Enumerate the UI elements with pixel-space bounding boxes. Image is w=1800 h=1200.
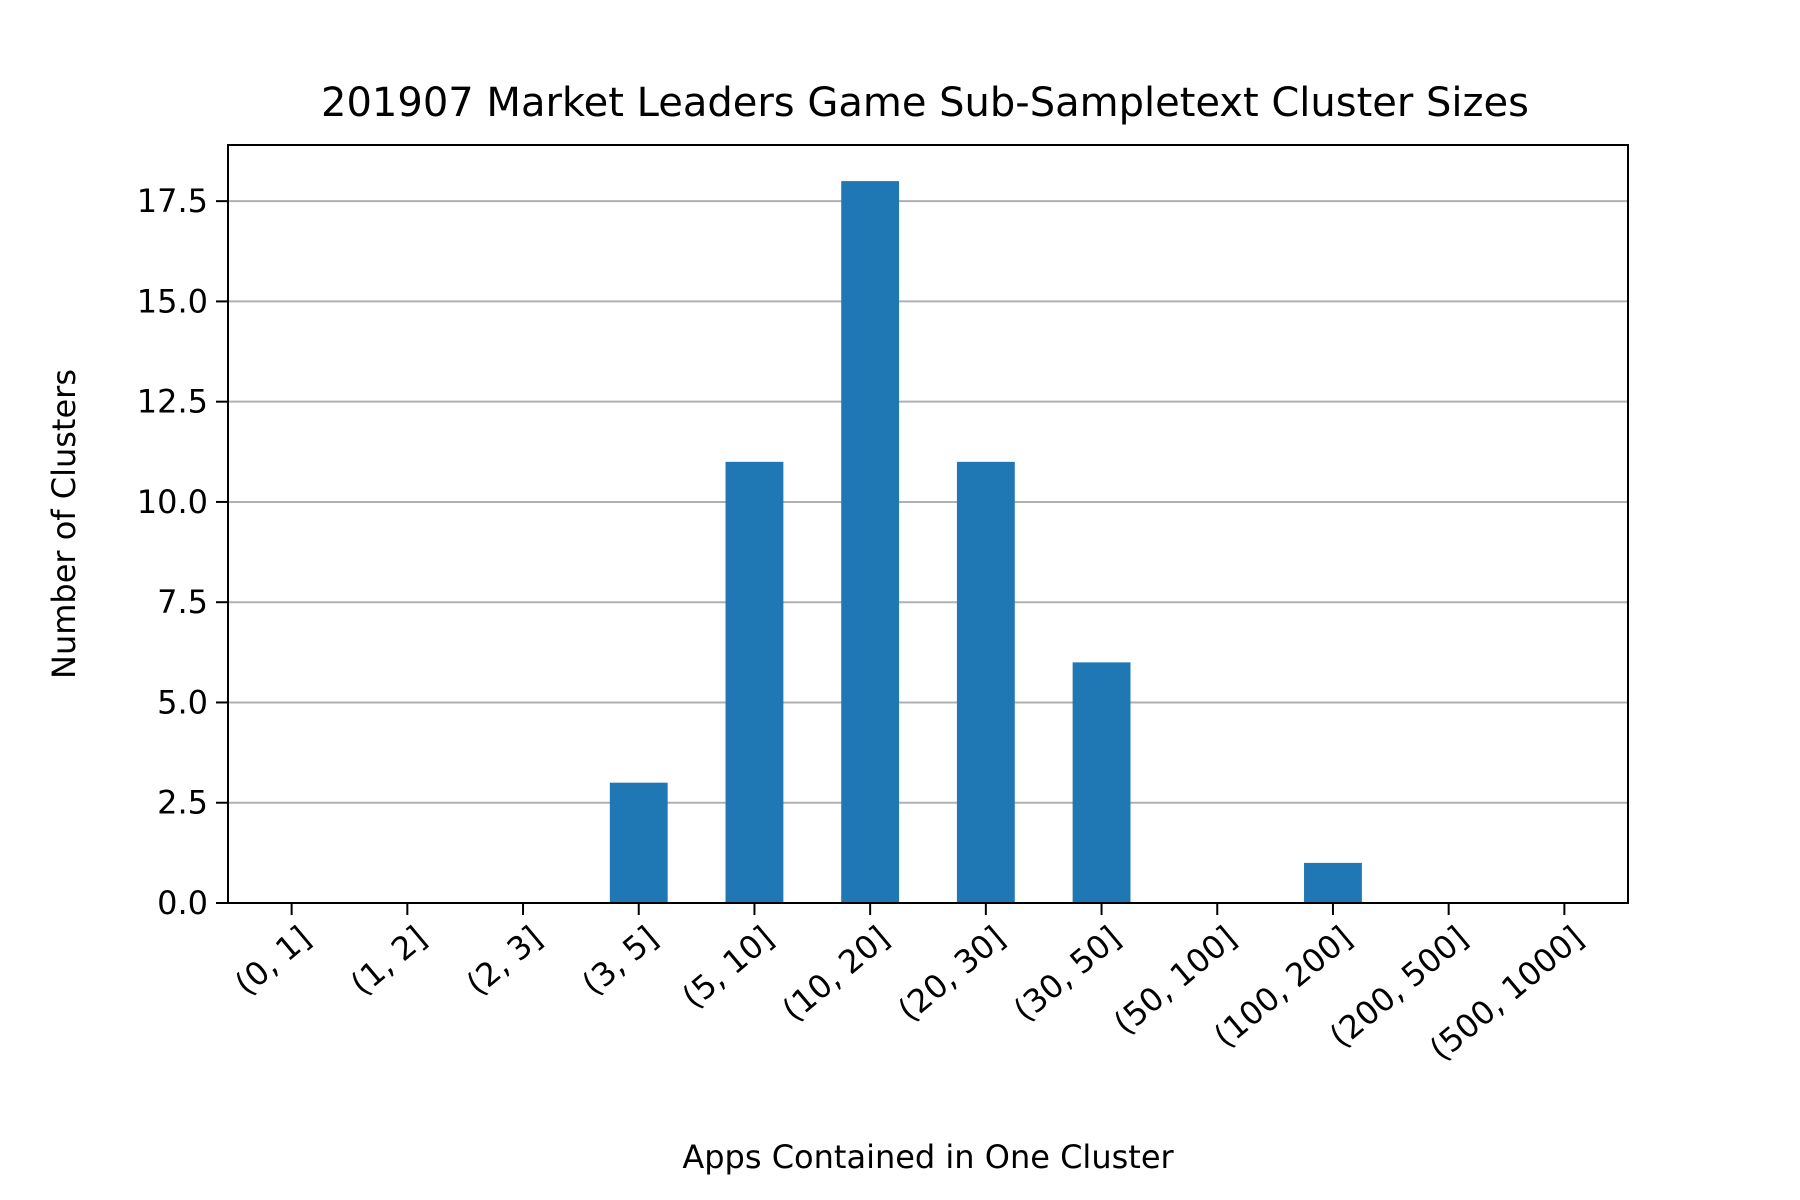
y-tick-label: 10.0 xyxy=(137,483,208,521)
plot-frame xyxy=(227,144,1629,904)
y-tick-label: 5.0 xyxy=(157,683,208,721)
grid-lines xyxy=(228,200,1628,904)
bar xyxy=(841,181,900,904)
x-tick-label: (10, 20] xyxy=(775,918,897,1029)
y-tick-label: 7.5 xyxy=(157,583,208,621)
x-tick-label: (5, 10] xyxy=(675,918,781,1015)
chart-title: 201907 Market Leaders Game Sub-Sampletex… xyxy=(321,80,1529,126)
x-tick-label: (0, 1] xyxy=(228,918,318,1002)
y-axis-ticks: 0.0 2.5 5.0 7.5 10.0 12.5 15.0 17.5 xyxy=(137,182,228,922)
bar xyxy=(956,461,1015,903)
y-axis-label: Number of Clusters xyxy=(45,369,83,679)
bar xyxy=(1072,662,1131,903)
x-tick-label: (20, 30] xyxy=(891,918,1013,1029)
y-tick-label: 2.5 xyxy=(157,784,208,822)
x-tick-label: (1, 2] xyxy=(343,918,433,1002)
bar xyxy=(1304,862,1362,903)
y-tick-label: 15.0 xyxy=(137,282,208,320)
x-axis-label: Apps Contained in One Cluster xyxy=(682,1138,1174,1176)
x-tick-label: (3, 5] xyxy=(575,918,665,1002)
y-tick-label: 17.5 xyxy=(137,182,208,220)
x-tick-label: (2, 3] xyxy=(459,918,549,1002)
bars xyxy=(609,181,1362,904)
y-tick-label: 0.0 xyxy=(157,884,208,922)
bar xyxy=(609,782,668,903)
bar xyxy=(725,461,784,903)
y-tick-label: 12.5 xyxy=(137,383,208,421)
x-axis-ticks: (0, 1] (1, 2] (2, 3] (3, 5] (5, 10](10, 20](… xyxy=(228,903,1591,1068)
